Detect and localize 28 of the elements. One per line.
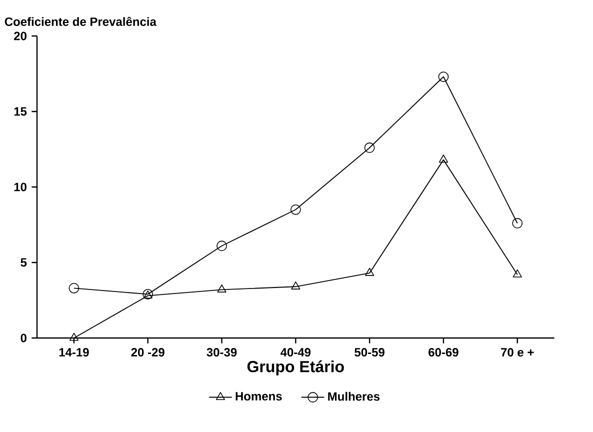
point <box>512 269 522 278</box>
x-tick-label: 14-19 <box>59 348 89 357</box>
point <box>216 240 227 252</box>
point <box>438 154 448 163</box>
point <box>68 282 80 294</box>
x-tick-label: 60-69 <box>428 348 458 357</box>
y-axis-title: Coeficiente de Prevalência <box>4 16 157 26</box>
y-tick-label: 20 <box>14 32 26 40</box>
x-tick-label: 30-39 <box>206 348 237 357</box>
y-tick-label: 10 <box>14 182 26 192</box>
y-tick-label: 15 <box>14 107 27 116</box>
point <box>365 268 374 276</box>
point <box>291 281 300 290</box>
x-tick-label: 40-49 <box>280 348 311 357</box>
legend-label: Homens <box>236 392 282 401</box>
point <box>290 204 301 215</box>
point <box>69 332 79 341</box>
point <box>438 72 449 82</box>
x-axis-title: Grupo Etário <box>247 360 344 376</box>
y-tick-label: 0 <box>20 334 26 342</box>
x-tick-label: 20 -29 <box>131 348 164 357</box>
point <box>512 218 523 228</box>
y-tick-label: 5 <box>20 258 27 267</box>
legend-label: Mulheres <box>328 392 380 401</box>
x-tick-label: 50-59 <box>354 348 384 357</box>
point <box>364 142 375 153</box>
point <box>217 284 226 292</box>
x-tick-label: 70 e + <box>501 348 534 357</box>
